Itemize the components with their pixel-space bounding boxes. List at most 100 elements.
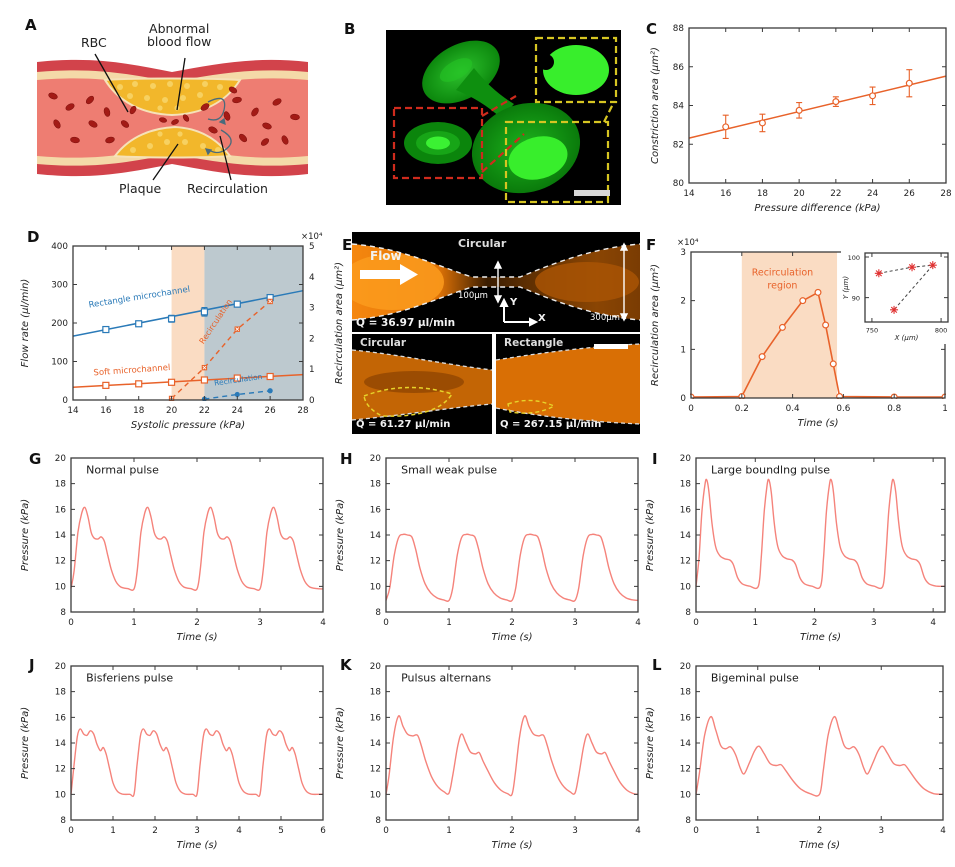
- svg-text:8: 8: [60, 816, 66, 826]
- svg-text:Large boundlng pulse: Large boundlng pulse: [711, 463, 830, 476]
- svg-text:0: 0: [693, 618, 699, 628]
- svg-text:18: 18: [55, 480, 66, 490]
- svg-text:24: 24: [867, 189, 879, 199]
- panel-letter-J: J: [29, 656, 35, 674]
- panel-E: E: [338, 226, 643, 442]
- svg-text:10: 10: [55, 582, 67, 592]
- svg-text:16: 16: [100, 406, 112, 416]
- svg-text:2: 2: [194, 618, 200, 628]
- panel-K: K 0 1 2 3 4 8 10 12 14 16 18 20 Time (s) Pressure (kP…: [330, 654, 650, 864]
- flow-rate-chart: 14 16 18 20 22 24 26 28 0 100 200 300 400 0 1 2 3 4 5 Systo…: [15, 224, 347, 446]
- label-abnormal-line2: blood flow: [147, 34, 212, 50]
- svg-text:12: 12: [680, 557, 691, 567]
- svg-text:2: 2: [309, 334, 315, 344]
- pulsus-alternans-chart: 0 1 2 3 4 8 10 12 14 16 18 20 Time (s) Pressure (kPa)…: [330, 654, 650, 864]
- svg-text:0: 0: [693, 826, 699, 836]
- svg-text:Soft microchannel: Soft microchannel: [93, 363, 170, 378]
- svg-text:Pressure (kPa): Pressure (kPa): [645, 499, 656, 571]
- flow-image-top: [352, 232, 640, 332]
- svg-text:Time (s): Time (s): [799, 840, 840, 851]
- svg-text:4: 4: [309, 273, 315, 283]
- svg-text:Time (s): Time (s): [492, 840, 533, 851]
- svg-text:Time (s): Time (s): [177, 840, 218, 851]
- svg-text:18: 18: [680, 688, 691, 698]
- svg-text:20: 20: [55, 662, 67, 672]
- svg-text:Bisferiens pulse: Bisferiens pulse: [86, 671, 173, 684]
- svg-text:Time (s): Time (s): [492, 632, 533, 643]
- svg-text:84: 84: [673, 102, 685, 112]
- svg-text:X (μm): X (μm): [894, 334, 919, 342]
- svg-text:14: 14: [67, 406, 79, 416]
- xy-axes-icon: [499, 297, 539, 327]
- label-100um: 100μm: [458, 291, 488, 301]
- svg-text:Recirculation area (μm²): Recirculation area (μm²): [650, 264, 661, 386]
- svg-text:Small weak pulse: Small weak pulse: [401, 463, 497, 476]
- svg-text:1: 1: [752, 618, 758, 628]
- recirculation-area-chart: 0 0.2 0.4 0.6 0.8 1 0 1 2 3 Time (s) Recirculation …: [645, 226, 955, 444]
- svg-text:400: 400: [51, 242, 68, 252]
- svg-text:14: 14: [55, 531, 67, 541]
- svg-text:1: 1: [110, 826, 116, 836]
- svg-text:6: 6: [320, 826, 326, 836]
- svg-text:1: 1: [131, 618, 137, 628]
- flow-arrow-icon: [360, 264, 418, 285]
- svg-text:20: 20: [370, 454, 382, 464]
- svg-text:Normal pulse: Normal pulse: [86, 463, 159, 476]
- svg-text:4: 4: [940, 826, 946, 836]
- svg-text:90: 90: [852, 295, 860, 303]
- svg-text:300: 300: [51, 281, 68, 291]
- svg-text:22: 22: [199, 406, 210, 416]
- label-rbc: RBC: [81, 35, 107, 50]
- svg-text:16: 16: [680, 713, 692, 723]
- panel-letter-K: K: [340, 656, 352, 674]
- svg-text:16: 16: [370, 713, 382, 723]
- svg-text:4: 4: [635, 826, 641, 836]
- svg-text:Recirculation: Recirculation: [752, 267, 813, 278]
- svg-text:Pressure (kPa): Pressure (kPa): [20, 707, 31, 779]
- panel-L: L 0 1 2 3 4 8 10 12 14 16 18 20 Time (s) Pressure (kP…: [640, 654, 955, 864]
- svg-text:0.4: 0.4: [786, 404, 800, 414]
- svg-text:750: 750: [866, 327, 878, 335]
- panel-letter-L: L: [652, 656, 662, 674]
- svg-text:18: 18: [370, 688, 381, 698]
- svg-text:3: 3: [257, 618, 263, 628]
- svg-text:8: 8: [685, 608, 691, 618]
- svg-text:88: 88: [673, 24, 684, 34]
- svg-text:0: 0: [68, 618, 74, 628]
- svg-text:12: 12: [55, 765, 66, 775]
- label-axis-y: Y: [510, 297, 518, 308]
- svg-text:×10⁴: ×10⁴: [301, 232, 323, 242]
- panel-letter-A: A: [25, 16, 37, 34]
- svg-text:1: 1: [446, 618, 452, 628]
- svg-text:18: 18: [133, 406, 144, 416]
- panel-H: H 0 1 2 3 4 8 10 12 14 16 18 20 Time (s) Pressure (kP…: [330, 446, 650, 656]
- svg-text:0: 0: [688, 404, 694, 414]
- panel-A: A: [15, 12, 333, 224]
- label-q-br: Q = 267.15 μl/min: [500, 419, 602, 430]
- svg-text:14: 14: [680, 739, 692, 749]
- fluorescence-drawing: [392, 36, 618, 204]
- svg-text:1: 1: [309, 365, 315, 375]
- svg-text:0: 0: [680, 394, 686, 404]
- svg-text:Pressure (kPa): Pressure (kPa): [20, 499, 31, 571]
- recirculation-outline-small: [507, 399, 556, 414]
- svg-text:12: 12: [370, 557, 381, 567]
- recirculation-outline: [363, 386, 454, 417]
- svg-text:100: 100: [848, 254, 860, 262]
- svg-text:12: 12: [680, 765, 691, 775]
- svg-text:8: 8: [685, 816, 691, 826]
- panel-letter-B: B: [344, 20, 356, 38]
- svg-text:20: 20: [680, 454, 692, 464]
- svg-text:200: 200: [51, 319, 68, 329]
- svg-text:26: 26: [904, 189, 916, 199]
- svg-text:12: 12: [370, 765, 381, 775]
- scale-bar: [594, 344, 628, 349]
- svg-text:0: 0: [62, 396, 68, 406]
- panel-J: J 0 1 2 3 4 5 6 8 10 12 14 16 18 20 Time (s) Pressure (…: [15, 654, 335, 864]
- panel-letter-H: H: [340, 450, 353, 468]
- svg-text:region: region: [767, 281, 797, 292]
- label-recirculation: Recirculation: [187, 181, 268, 196]
- svg-text:28: 28: [297, 406, 308, 416]
- label-plaque: Plaque: [119, 181, 162, 196]
